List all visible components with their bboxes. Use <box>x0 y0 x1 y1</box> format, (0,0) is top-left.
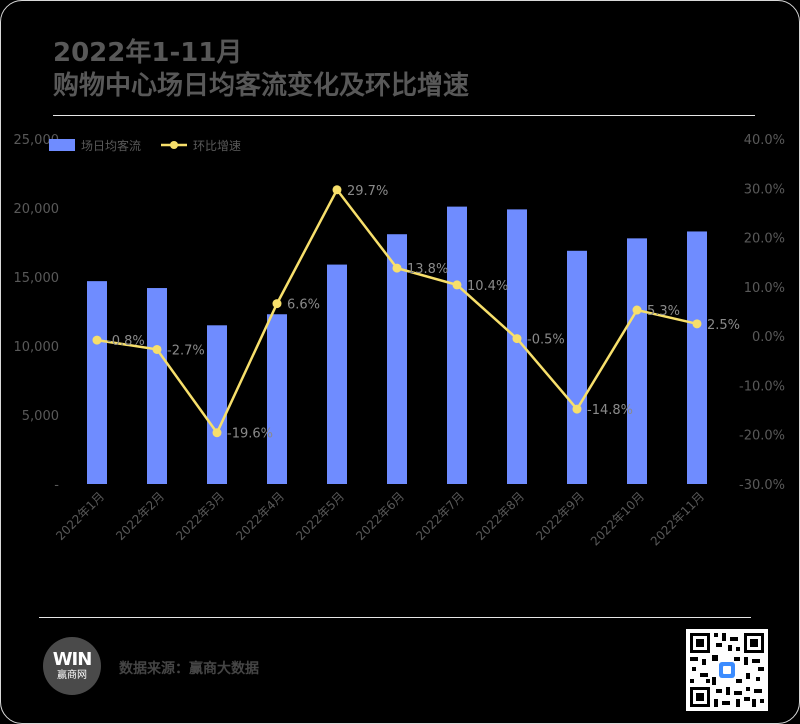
bar-6 <box>387 234 407 484</box>
y-right-tick-label: -20.0% <box>739 429 785 444</box>
y-left-tick-label: 5,000 <box>22 409 59 424</box>
logo-text: 赢商网 <box>57 670 87 681</box>
growth-data-label: 10.4% <box>467 279 508 294</box>
growth-data-label: 13.8% <box>407 262 448 277</box>
growth-point-11 <box>692 319 702 329</box>
bar-7 <box>447 206 467 484</box>
footer-divider <box>39 617 751 618</box>
bar-8 <box>507 209 527 484</box>
y-left-tick-label: 20,000 <box>14 202 60 217</box>
growth-point-3 <box>212 428 222 438</box>
bar-5 <box>327 264 347 484</box>
logo-mark: WIN <box>52 649 93 670</box>
growth-point-7 <box>452 280 462 290</box>
data-source: 数据来源：赢商大数据 <box>119 661 259 677</box>
x-tick-label: 2022年1月 <box>53 489 107 543</box>
y-left-tick-label: 10,000 <box>14 340 60 355</box>
brand-logo: WIN 赢商网 <box>43 637 101 695</box>
x-tick-label: 2022年5月 <box>293 489 347 543</box>
bar-1 <box>87 281 107 484</box>
y-right-tick-label: 0.0% <box>752 330 785 345</box>
x-tick-label: 2022年3月 <box>173 489 227 543</box>
y-right-tick-label: 40.0% <box>744 133 785 148</box>
legend-line-marker <box>170 141 178 149</box>
growth-data-label: 5.3% <box>647 304 680 319</box>
x-tick-label: 2022年4月 <box>233 489 287 543</box>
legend-bar-label: 场日均客流 <box>81 138 141 153</box>
x-tick-label: 2022年11月 <box>648 489 707 548</box>
legend-bar-swatch <box>49 139 75 151</box>
y-right-tick-label: -10.0% <box>739 379 785 394</box>
y-left-tick-label: 15,000 <box>14 271 60 286</box>
bar-2 <box>147 288 167 484</box>
growth-data-label: -0.8% <box>107 334 145 349</box>
y-left-tick-label: 25,000 <box>14 133 60 148</box>
title-line-2: 购物中心场日均客流变化及环比增速 <box>53 71 470 101</box>
title-divider <box>53 115 755 116</box>
bar-10 <box>627 238 647 484</box>
chart-title: 2022年1-11月 购物中心场日均客流变化及环比增速 <box>53 37 469 103</box>
y-right-tick-label: 20.0% <box>744 232 785 247</box>
growth-point-1 <box>92 335 102 345</box>
x-tick-label: 2022年7月 <box>413 489 467 543</box>
growth-point-5 <box>332 185 342 195</box>
x-tick-label: 2022年6月 <box>353 489 407 543</box>
y-right-tick-label: -30.0% <box>739 478 785 493</box>
x-tick-label: 2022年9月 <box>533 489 587 543</box>
y-right-tick-label: 30.0% <box>744 182 785 197</box>
bar-4 <box>267 314 287 484</box>
growth-data-label: 29.7% <box>347 184 388 199</box>
y-right-tick-label: 10.0% <box>744 281 785 296</box>
bar-3 <box>207 325 227 484</box>
legend-line-label: 环比增速 <box>193 139 241 153</box>
growth-data-label: -19.6% <box>227 427 273 442</box>
y-left-tick-label: - <box>54 478 59 493</box>
growth-point-9 <box>572 404 582 414</box>
growth-point-2 <box>152 344 162 354</box>
combo-chart: - 5,000 10,000 15,000 20,000 25,000 -30.0% -20.… <box>14 133 786 548</box>
x-tick-label: 2022年2月 <box>113 489 167 543</box>
x-tick-label: 2022年10月 <box>588 489 647 548</box>
title-line-1: 2022年1-11月 <box>53 38 243 68</box>
growth-data-label: 2.5% <box>707 318 740 333</box>
bar-9 <box>567 250 587 484</box>
bar-11 <box>687 231 707 484</box>
growth-data-label: 6.6% <box>287 298 320 313</box>
growth-data-label: -2.7% <box>167 343 205 358</box>
growth-point-10 <box>632 305 642 315</box>
growth-point-8 <box>512 334 522 344</box>
x-tick-label: 2022年8月 <box>473 489 527 543</box>
growth-point-6 <box>392 263 402 273</box>
growth-data-label: -14.8% <box>587 403 633 418</box>
qr-code-icon <box>686 629 768 711</box>
growth-point-4 <box>272 299 282 309</box>
growth-data-label: -0.5% <box>527 333 565 348</box>
